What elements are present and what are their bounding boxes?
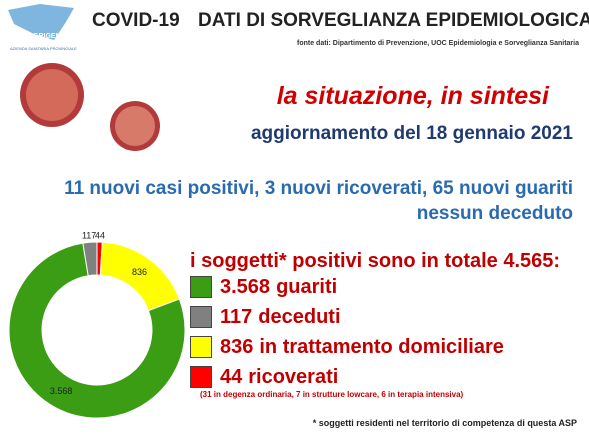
summary-line: nessun deceduto xyxy=(416,203,573,224)
legend-item: 3.568 guariti xyxy=(190,275,337,299)
legend-value: 117 xyxy=(220,305,253,328)
legend-label: guariti xyxy=(276,275,338,298)
donut-segment xyxy=(82,241,98,277)
legend-item: 836 in trattamento domiciliare xyxy=(190,335,504,359)
data-label: 117 xyxy=(82,230,96,240)
legend-swatch xyxy=(190,306,212,328)
legend-label: ricoverati xyxy=(248,365,339,388)
title-left: COVID-19 xyxy=(92,10,180,31)
summary-line: 11 nuovi casi positivi, 3 nuovi ricovera… xyxy=(64,178,573,199)
data-label: 836 xyxy=(132,267,147,277)
virus-image xyxy=(20,63,160,151)
donut-chart: 44 836 3.568 117 xyxy=(8,230,186,419)
legend-label: deceduti xyxy=(258,305,341,328)
headline: la situazione, in sintesi xyxy=(276,82,549,110)
total: i soggetti* positivi sono in totale 4.56… xyxy=(190,250,561,272)
title-right: DATI DI SORVEGLIANZA EPIDEMIOLOGICA xyxy=(198,10,589,31)
legend-swatch xyxy=(190,276,212,298)
data-label: 3.568 xyxy=(50,386,73,396)
note: (31 in degenza ordinaria, 7 in strutture… xyxy=(200,390,464,399)
legend-value: 44 xyxy=(220,365,243,388)
legend-value: 3.568 xyxy=(220,275,271,298)
legend-label: in trattamento domiciliare xyxy=(259,335,504,358)
legend-value: 836 xyxy=(220,335,254,358)
update: aggiornamento del 18 gennaio 2021 xyxy=(250,123,573,144)
footnote: * soggetti residenti nel territorio di c… xyxy=(312,418,577,428)
logo-shape xyxy=(8,4,74,40)
logo-name: ASP AGRIGENTO xyxy=(12,33,71,40)
legend-swatch xyxy=(190,336,212,358)
donut-segment xyxy=(8,242,186,419)
data-label: 44 xyxy=(95,230,105,240)
source: fonte dati: Dipartimento di Prevenzione,… xyxy=(297,40,579,47)
legend-item: 44 ricoverati xyxy=(190,365,338,389)
legend-swatch xyxy=(190,366,212,388)
logo-subtitle: AZIENDA SANITARIA PROVINCIALE xyxy=(10,46,77,51)
legend-item: 117 deceduti xyxy=(190,305,341,329)
